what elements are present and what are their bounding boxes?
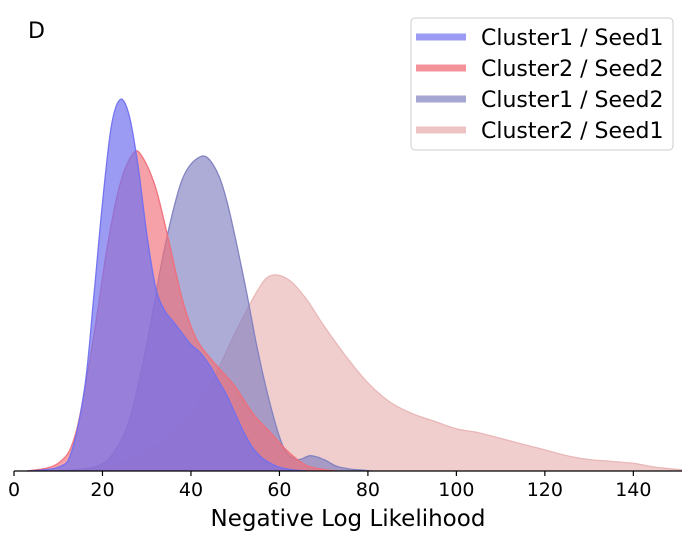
x-axis-label: Negative Log Likelihood — [211, 506, 486, 532]
x-tick-label: 0 — [8, 479, 20, 501]
x-tick-label: 80 — [356, 479, 380, 501]
legend-frame — [410, 17, 674, 151]
x-tick-label: 40 — [179, 479, 203, 501]
x-tick-label: 140 — [615, 479, 651, 501]
density-outline-cluster1-seed1 — [27, 98, 307, 472]
density-areas — [27, 98, 683, 472]
legend-label: Cluster2 / Seed1 — [481, 119, 663, 144]
x-tick-label: 20 — [90, 479, 114, 501]
legend-label: Cluster1 / Seed2 — [481, 88, 663, 113]
panel-label: D — [28, 19, 45, 44]
x-tick-label: 100 — [438, 479, 474, 501]
legend-label: Cluster2 / Seed2 — [481, 57, 663, 82]
x-axis-ticks: 0 20 40 60 80 100 120 140 — [8, 471, 651, 501]
legend-label: Cluster1 / Seed1 — [481, 26, 663, 51]
legend: Cluster1 / Seed1 Cluster2 / Seed2 Cluster1… — [410, 17, 674, 151]
x-tick-label: 120 — [527, 479, 563, 501]
density-area-cluster1-seed1 — [27, 99, 307, 471]
x-tick-label: 60 — [267, 479, 291, 501]
